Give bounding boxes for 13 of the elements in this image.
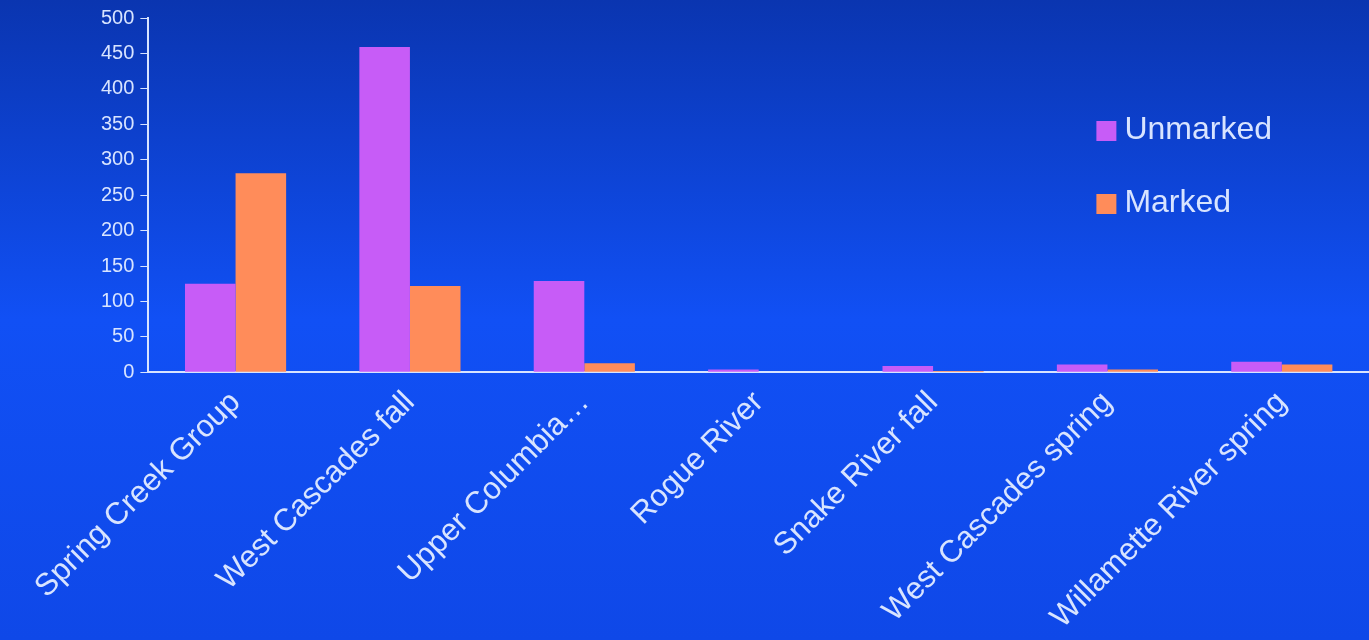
- y-tick-label: 400: [100, 76, 135, 99]
- y-tick-label: 500: [100, 5, 135, 28]
- legend-label: Unmarked: [1124, 109, 1272, 146]
- y-tick-label: 300: [100, 147, 135, 170]
- y-tick-label: 100: [100, 288, 135, 311]
- y-tick-label: 250: [100, 182, 135, 205]
- y-tick-label: 50: [112, 324, 135, 347]
- y-tick-label: 150: [100, 253, 135, 276]
- y-tick-label: 450: [100, 40, 135, 63]
- y-tick-label: 200: [100, 218, 135, 241]
- legend-label: Marked: [1124, 182, 1232, 219]
- y-tick-label: 350: [100, 111, 135, 134]
- y-tick-label: 0: [123, 359, 135, 382]
